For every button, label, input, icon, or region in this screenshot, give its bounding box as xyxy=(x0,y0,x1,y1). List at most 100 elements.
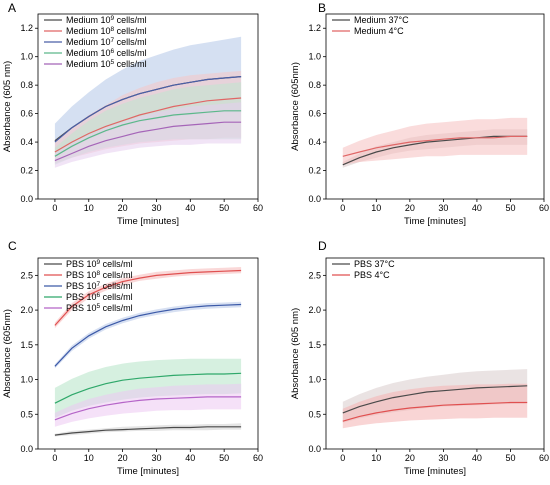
panel-letter: A xyxy=(8,1,16,15)
legend-label: PBS 109 cells/ml xyxy=(66,259,133,269)
y-tick-label: 0.0 xyxy=(308,444,321,454)
legend-label: PBS 108 cells/ml xyxy=(66,270,133,280)
y-tick-label: 1.0 xyxy=(20,52,33,62)
x-tick-label: 20 xyxy=(405,203,415,213)
y-tick-label: 1.5 xyxy=(20,340,33,350)
x-tick-label: 10 xyxy=(84,453,94,463)
plot-frame xyxy=(37,13,259,200)
plot-frame xyxy=(37,257,259,450)
x-axis-title: Time [minutes] xyxy=(404,466,466,477)
panel-c: C 0 10 20 30 40 50 60 0.0 0.5 1.0 1.5 2.0 2.5 Time [mi… xyxy=(2,239,263,477)
panel-letter: D xyxy=(318,239,327,253)
legend-label: Medium 108 cells/ml xyxy=(66,26,147,36)
series-line xyxy=(54,121,242,162)
panel-d: D 0 10 20 30 40 50 60 0.0 0.5 1.0 1.5 2.0 2.5 Time [mi… xyxy=(290,239,549,477)
series-line xyxy=(342,385,528,414)
legend-label: Medium 107 cells/ml xyxy=(66,37,147,47)
series-line xyxy=(54,426,242,436)
series-line xyxy=(54,303,242,367)
y-tick-label: 0.0 xyxy=(20,194,33,204)
x-tick-label: 60 xyxy=(253,203,263,213)
series-line xyxy=(54,97,242,153)
panel-letter: B xyxy=(318,1,326,15)
y-tick-label: 2.0 xyxy=(20,305,33,315)
y-tick-label: 1.2 xyxy=(308,23,321,33)
y-tick-label: 0.5 xyxy=(308,409,321,419)
legend-label: Medium 109 cells/ml xyxy=(66,15,147,25)
y-axis-title: Absorbance (605nm) xyxy=(2,309,13,398)
y-tick-label: 2.5 xyxy=(20,270,33,280)
x-tick-label: 20 xyxy=(405,453,415,463)
y-tick-label: 0.6 xyxy=(308,109,321,119)
y-tick-label: 1.0 xyxy=(308,375,321,385)
x-tick-label: 0 xyxy=(52,203,57,213)
series-line xyxy=(342,135,528,157)
y-axis-title: Absorbance (605 nm) xyxy=(290,308,301,399)
series-line xyxy=(54,396,242,421)
y-tick-label: 0.0 xyxy=(20,444,33,454)
plot-frame xyxy=(325,257,545,450)
x-tick-label: 50 xyxy=(219,453,229,463)
y-tick-label: 1.0 xyxy=(20,375,33,385)
series-line xyxy=(54,372,242,404)
confidence-band xyxy=(54,301,242,369)
panel-letter: C xyxy=(8,239,17,253)
x-tick-label: 50 xyxy=(505,453,515,463)
x-tick-label: 30 xyxy=(151,203,161,213)
x-tick-label: 40 xyxy=(472,203,482,213)
y-tick-label: 1.5 xyxy=(308,340,321,350)
y-tick-label: 0.4 xyxy=(308,137,321,147)
y-tick-label: 0.4 xyxy=(20,137,33,147)
legend-label: PBS 37°C xyxy=(354,259,395,269)
x-tick-label: 10 xyxy=(371,453,381,463)
x-tick-label: 0 xyxy=(52,453,57,463)
series-line xyxy=(342,401,528,422)
x-axis-title: Time [minutes] xyxy=(117,466,179,477)
series-line xyxy=(54,76,242,143)
x-axis-title: Time [minutes] xyxy=(404,216,466,227)
y-tick-label: 1.2 xyxy=(20,23,33,33)
y-tick-label: 2.5 xyxy=(308,270,321,280)
y-tick-label: 0.6 xyxy=(20,109,33,119)
y-tick-label: 0.8 xyxy=(308,80,321,90)
y-tick-label: 0.8 xyxy=(20,80,33,90)
y-tick-label: 1.0 xyxy=(308,52,321,62)
plot-frame xyxy=(325,13,545,200)
legend-label: PBS 107 cells/ml xyxy=(66,281,133,291)
y-tick-label: 0.5 xyxy=(20,409,33,419)
legend-label: Medium 4°C xyxy=(354,26,404,36)
series-line xyxy=(342,135,528,166)
confidence-band xyxy=(54,102,242,168)
x-tick-label: 60 xyxy=(539,453,549,463)
legend-label: Medium 106 cells/ml xyxy=(66,48,147,58)
panel-a: A 0 10 20 30 40 50 60 0.0 0.2 0.4 0.6 0.8 1.0 1.2 Time … xyxy=(2,1,263,227)
confidence-band xyxy=(54,383,242,427)
series-line xyxy=(54,269,242,326)
y-tick-label: 0.2 xyxy=(20,166,33,176)
legend-label: Medium 37°C xyxy=(354,15,409,25)
confidence-band xyxy=(54,267,242,329)
legend-label: PBS 106 cells/ml xyxy=(66,292,133,302)
confidence-band xyxy=(54,423,242,437)
x-tick-label: 20 xyxy=(118,453,128,463)
x-tick-label: 30 xyxy=(151,453,161,463)
x-tick-label: 40 xyxy=(185,203,195,213)
series-line xyxy=(54,110,242,157)
legend-label: Medium 105 cells/ml xyxy=(66,59,147,69)
x-tick-label: 40 xyxy=(472,453,482,463)
x-tick-label: 60 xyxy=(253,453,263,463)
legend-label: PBS 105 cells/ml xyxy=(66,303,133,313)
x-tick-label: 30 xyxy=(438,203,448,213)
x-tick-label: 30 xyxy=(438,453,448,463)
x-tick-label: 60 xyxy=(539,203,549,213)
x-tick-label: 10 xyxy=(371,203,381,213)
x-tick-label: 40 xyxy=(185,453,195,463)
x-tick-label: 0 xyxy=(340,203,345,213)
y-axis-title: Absorbance (605nm) xyxy=(290,62,301,151)
y-tick-label: 0.2 xyxy=(308,166,321,176)
x-tick-label: 50 xyxy=(505,203,515,213)
